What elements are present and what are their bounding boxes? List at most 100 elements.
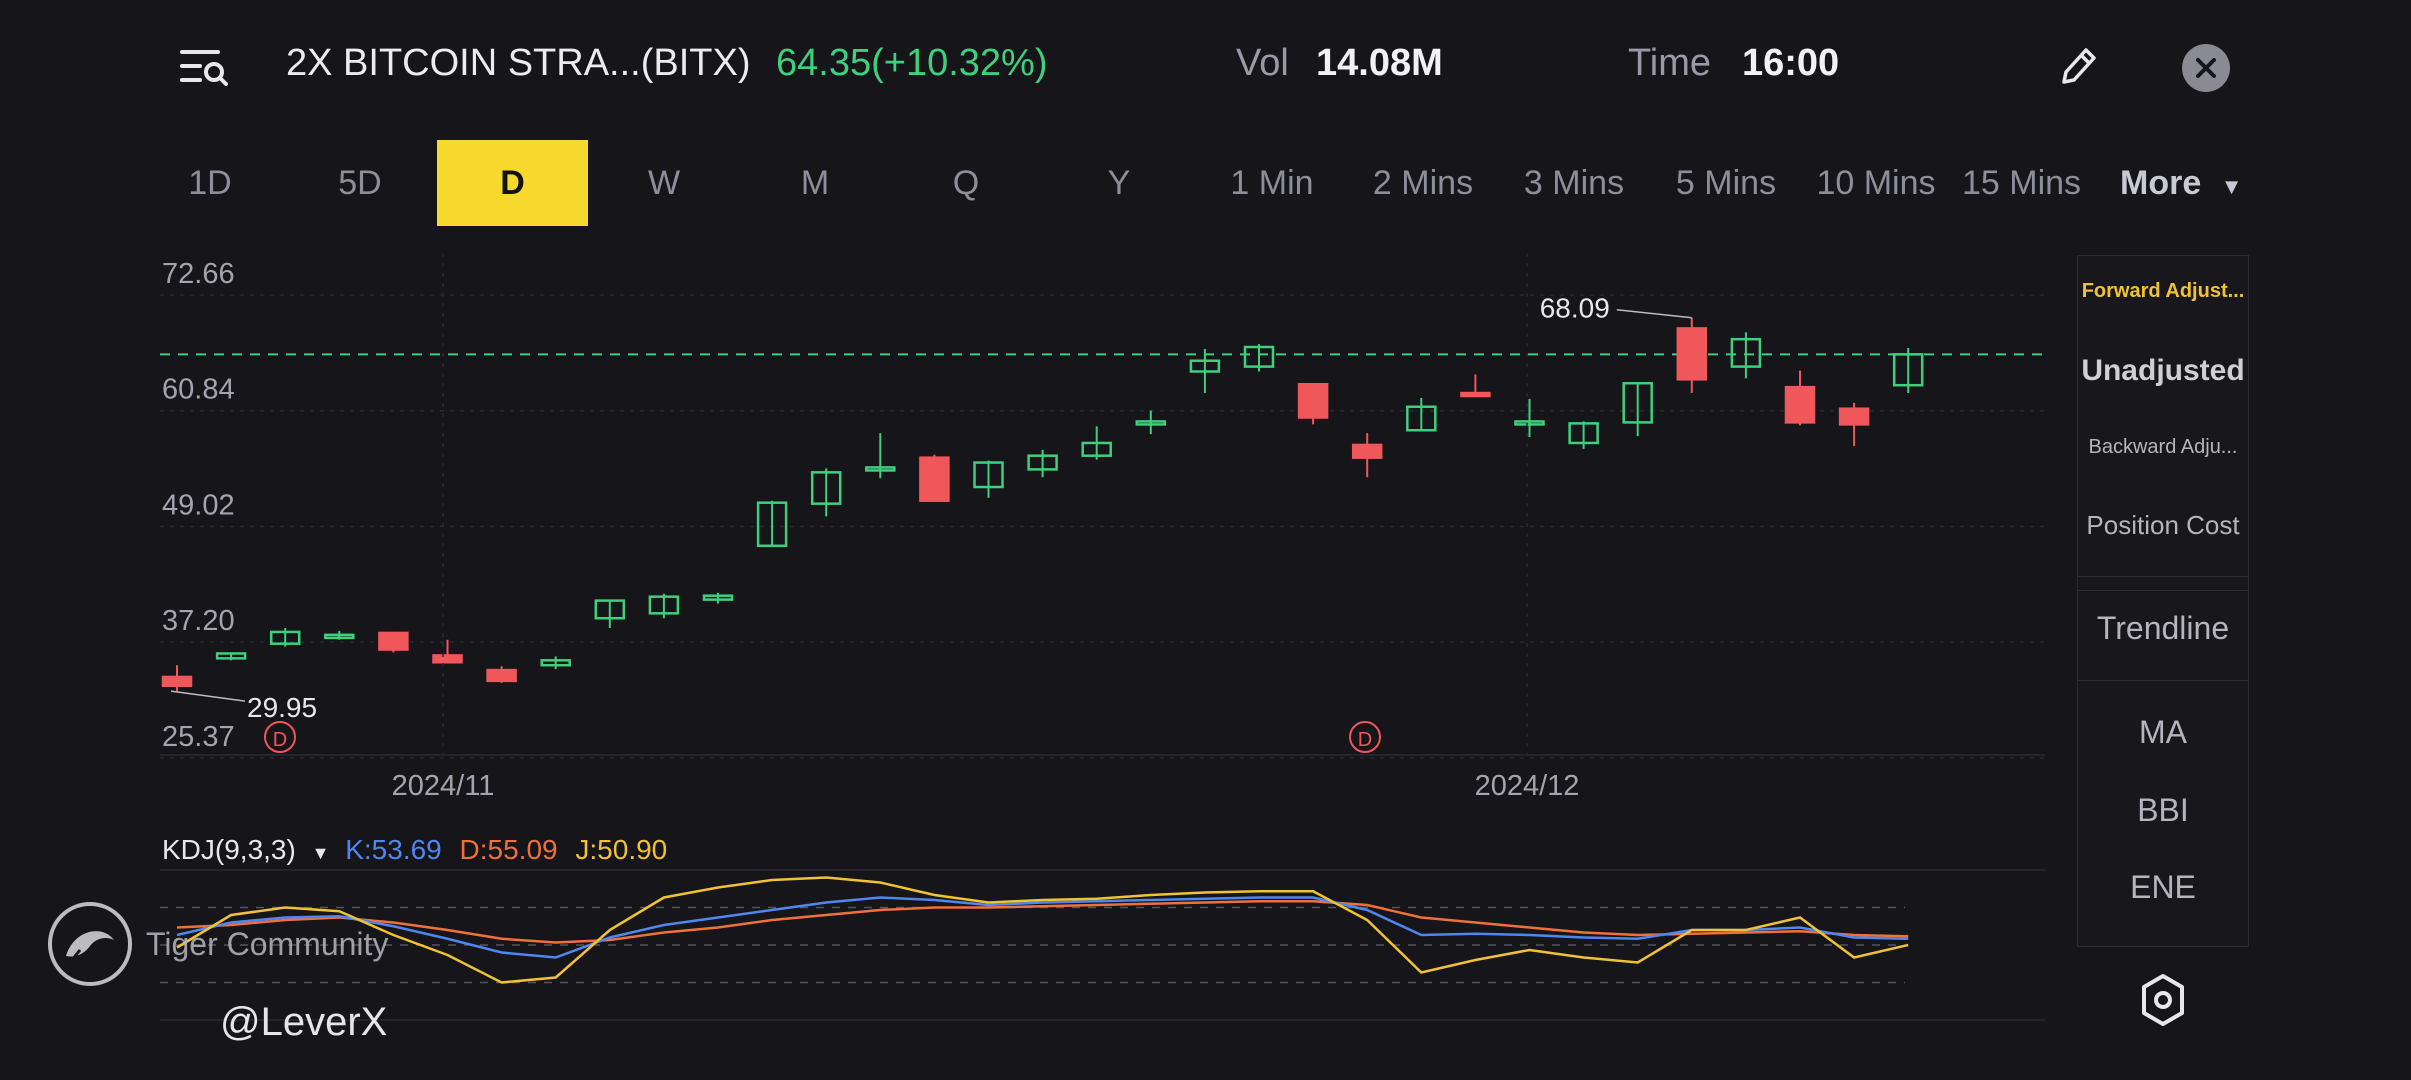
dividend-marker-label: D bbox=[1358, 729, 1372, 751]
dropdown-arrow-icon: ▼ bbox=[311, 843, 330, 863]
candle bbox=[161, 665, 193, 692]
kdj-legend[interactable]: KDJ(9,3,3) ▼ K:53.69 D:55.09 J:50.90 bbox=[162, 834, 667, 866]
candle-body bbox=[161, 675, 193, 688]
y-tick-label: 37.20 bbox=[162, 605, 235, 637]
tab-y[interactable]: Y bbox=[1107, 164, 1131, 202]
candle-body bbox=[810, 471, 842, 505]
tab-w[interactable]: W bbox=[647, 164, 681, 202]
candle bbox=[378, 631, 409, 653]
dividend-marker-circle bbox=[264, 721, 296, 753]
candle bbox=[1081, 426, 1112, 460]
tab-10mins[interactable]: 10 Mins bbox=[1816, 164, 1936, 202]
tab-5d[interactable]: 5D bbox=[338, 164, 382, 202]
watermark-handle: @LeverX bbox=[220, 1000, 388, 1044]
candle-body bbox=[1189, 359, 1221, 373]
candle-body bbox=[594, 599, 626, 620]
kdj-k-line bbox=[176, 896, 1909, 959]
position-cost-option[interactable]: Position Cost bbox=[2086, 510, 2240, 540]
tab-1min[interactable]: 1 Min bbox=[1230, 164, 1314, 202]
chart-settings-panel: Forward Adjust... Unadjusted Backward Ad… bbox=[2077, 255, 2249, 947]
y-tick-label: 25.37 bbox=[162, 721, 235, 753]
max-annotation-line bbox=[1616, 308, 1692, 319]
tab-15mins[interactable]: 15 Mins bbox=[1962, 164, 2080, 202]
candle-body bbox=[756, 501, 788, 548]
unadjusted-option[interactable]: Unadjusted bbox=[2081, 354, 2245, 387]
kdj-indicator bbox=[160, 869, 2045, 1021]
x-axis-label: 2024/12 bbox=[1475, 770, 1580, 802]
dividend-marker-label: D bbox=[273, 729, 287, 751]
max-annotation: 68.09 bbox=[1540, 293, 1610, 324]
forward-adjusted-option[interactable]: Forward Adjust... bbox=[2081, 280, 2245, 302]
candle-body bbox=[324, 633, 355, 640]
candle-body bbox=[1838, 407, 1870, 426]
y-tick-label: 72.66 bbox=[162, 258, 235, 290]
candle-body bbox=[1081, 441, 1112, 457]
candle-body bbox=[486, 668, 517, 683]
dividend-marker: D bbox=[1349, 721, 1381, 753]
ma-option[interactable]: MA bbox=[2139, 714, 2187, 750]
candle-body bbox=[269, 630, 301, 645]
close-button[interactable] bbox=[2182, 44, 2230, 92]
ene-option[interactable]: ENE bbox=[2130, 869, 2196, 905]
candle bbox=[1406, 397, 1437, 432]
backward-adjusted-option[interactable]: Backward Adju... bbox=[2088, 436, 2238, 458]
candle bbox=[1135, 410, 1167, 435]
tiger-community-logo bbox=[48, 902, 132, 986]
candle-body bbox=[378, 631, 409, 651]
candle bbox=[1351, 433, 1383, 478]
candle-body bbox=[1135, 420, 1167, 426]
tab-m[interactable]: M bbox=[800, 164, 830, 202]
candle-body bbox=[432, 654, 463, 664]
edit-pencil-icon[interactable] bbox=[2056, 44, 2100, 90]
candle-body bbox=[1892, 353, 1924, 387]
tab-q[interactable]: Q bbox=[952, 164, 980, 202]
menu-search-icon[interactable] bbox=[178, 46, 228, 90]
dividend-marker-circle bbox=[1349, 721, 1381, 753]
tab-3mins[interactable]: 3 Mins bbox=[1523, 164, 1625, 202]
trendline-option[interactable]: Trendline bbox=[2096, 610, 2230, 646]
more-button[interactable]: More ▼ bbox=[2120, 140, 2242, 226]
candle-body bbox=[1460, 391, 1491, 398]
candle-body bbox=[865, 466, 896, 472]
candle bbox=[215, 652, 247, 661]
candle-body bbox=[540, 659, 571, 667]
x-axis-label: 2024/11 bbox=[392, 770, 495, 802]
candle bbox=[1243, 344, 1275, 372]
candle bbox=[1027, 449, 1058, 478]
bbi-option[interactable]: BBI bbox=[2137, 792, 2189, 828]
candle-body bbox=[648, 595, 680, 615]
candle bbox=[1892, 347, 1924, 394]
tab-1d[interactable]: 1D bbox=[188, 164, 232, 202]
kdj-j-line bbox=[176, 876, 1909, 984]
tab-d[interactable]: D bbox=[437, 140, 588, 226]
panel-divider bbox=[2078, 576, 2248, 577]
candle bbox=[269, 628, 301, 647]
candle bbox=[1730, 332, 1762, 379]
candle bbox=[1568, 421, 1599, 449]
candle bbox=[324, 630, 355, 640]
kdj-k-value: K:53.69 bbox=[345, 834, 442, 865]
candle bbox=[648, 593, 680, 619]
ticker-name[interactable]: 2X BITCOIN STRA...(BITX) bbox=[286, 42, 751, 84]
panel-divider bbox=[2078, 680, 2248, 681]
candle-body bbox=[1514, 420, 1545, 426]
kdj-j-value: J:50.90 bbox=[575, 834, 668, 865]
tab-5mins[interactable]: 5 Mins bbox=[1675, 164, 1777, 202]
dropdown-arrow-icon: ▼ bbox=[2220, 174, 2243, 199]
candle-body bbox=[919, 456, 950, 502]
settings-hexagon-icon[interactable] bbox=[2138, 972, 2188, 1028]
candle bbox=[1189, 348, 1221, 394]
candle bbox=[973, 460, 1004, 498]
volume-label: Vol bbox=[1236, 42, 1289, 84]
candle-body bbox=[1027, 454, 1058, 471]
candle bbox=[1514, 398, 1545, 438]
candle bbox=[594, 599, 626, 629]
tab-2mins[interactable]: 2 Mins bbox=[1372, 164, 1474, 202]
candle-body bbox=[1406, 405, 1437, 432]
watermark-community: Tiger Community bbox=[146, 926, 389, 962]
candle bbox=[1622, 381, 1653, 437]
candle bbox=[432, 639, 463, 664]
dividend-marker: D bbox=[264, 721, 296, 753]
time-value: 16:00 bbox=[1742, 42, 1840, 84]
